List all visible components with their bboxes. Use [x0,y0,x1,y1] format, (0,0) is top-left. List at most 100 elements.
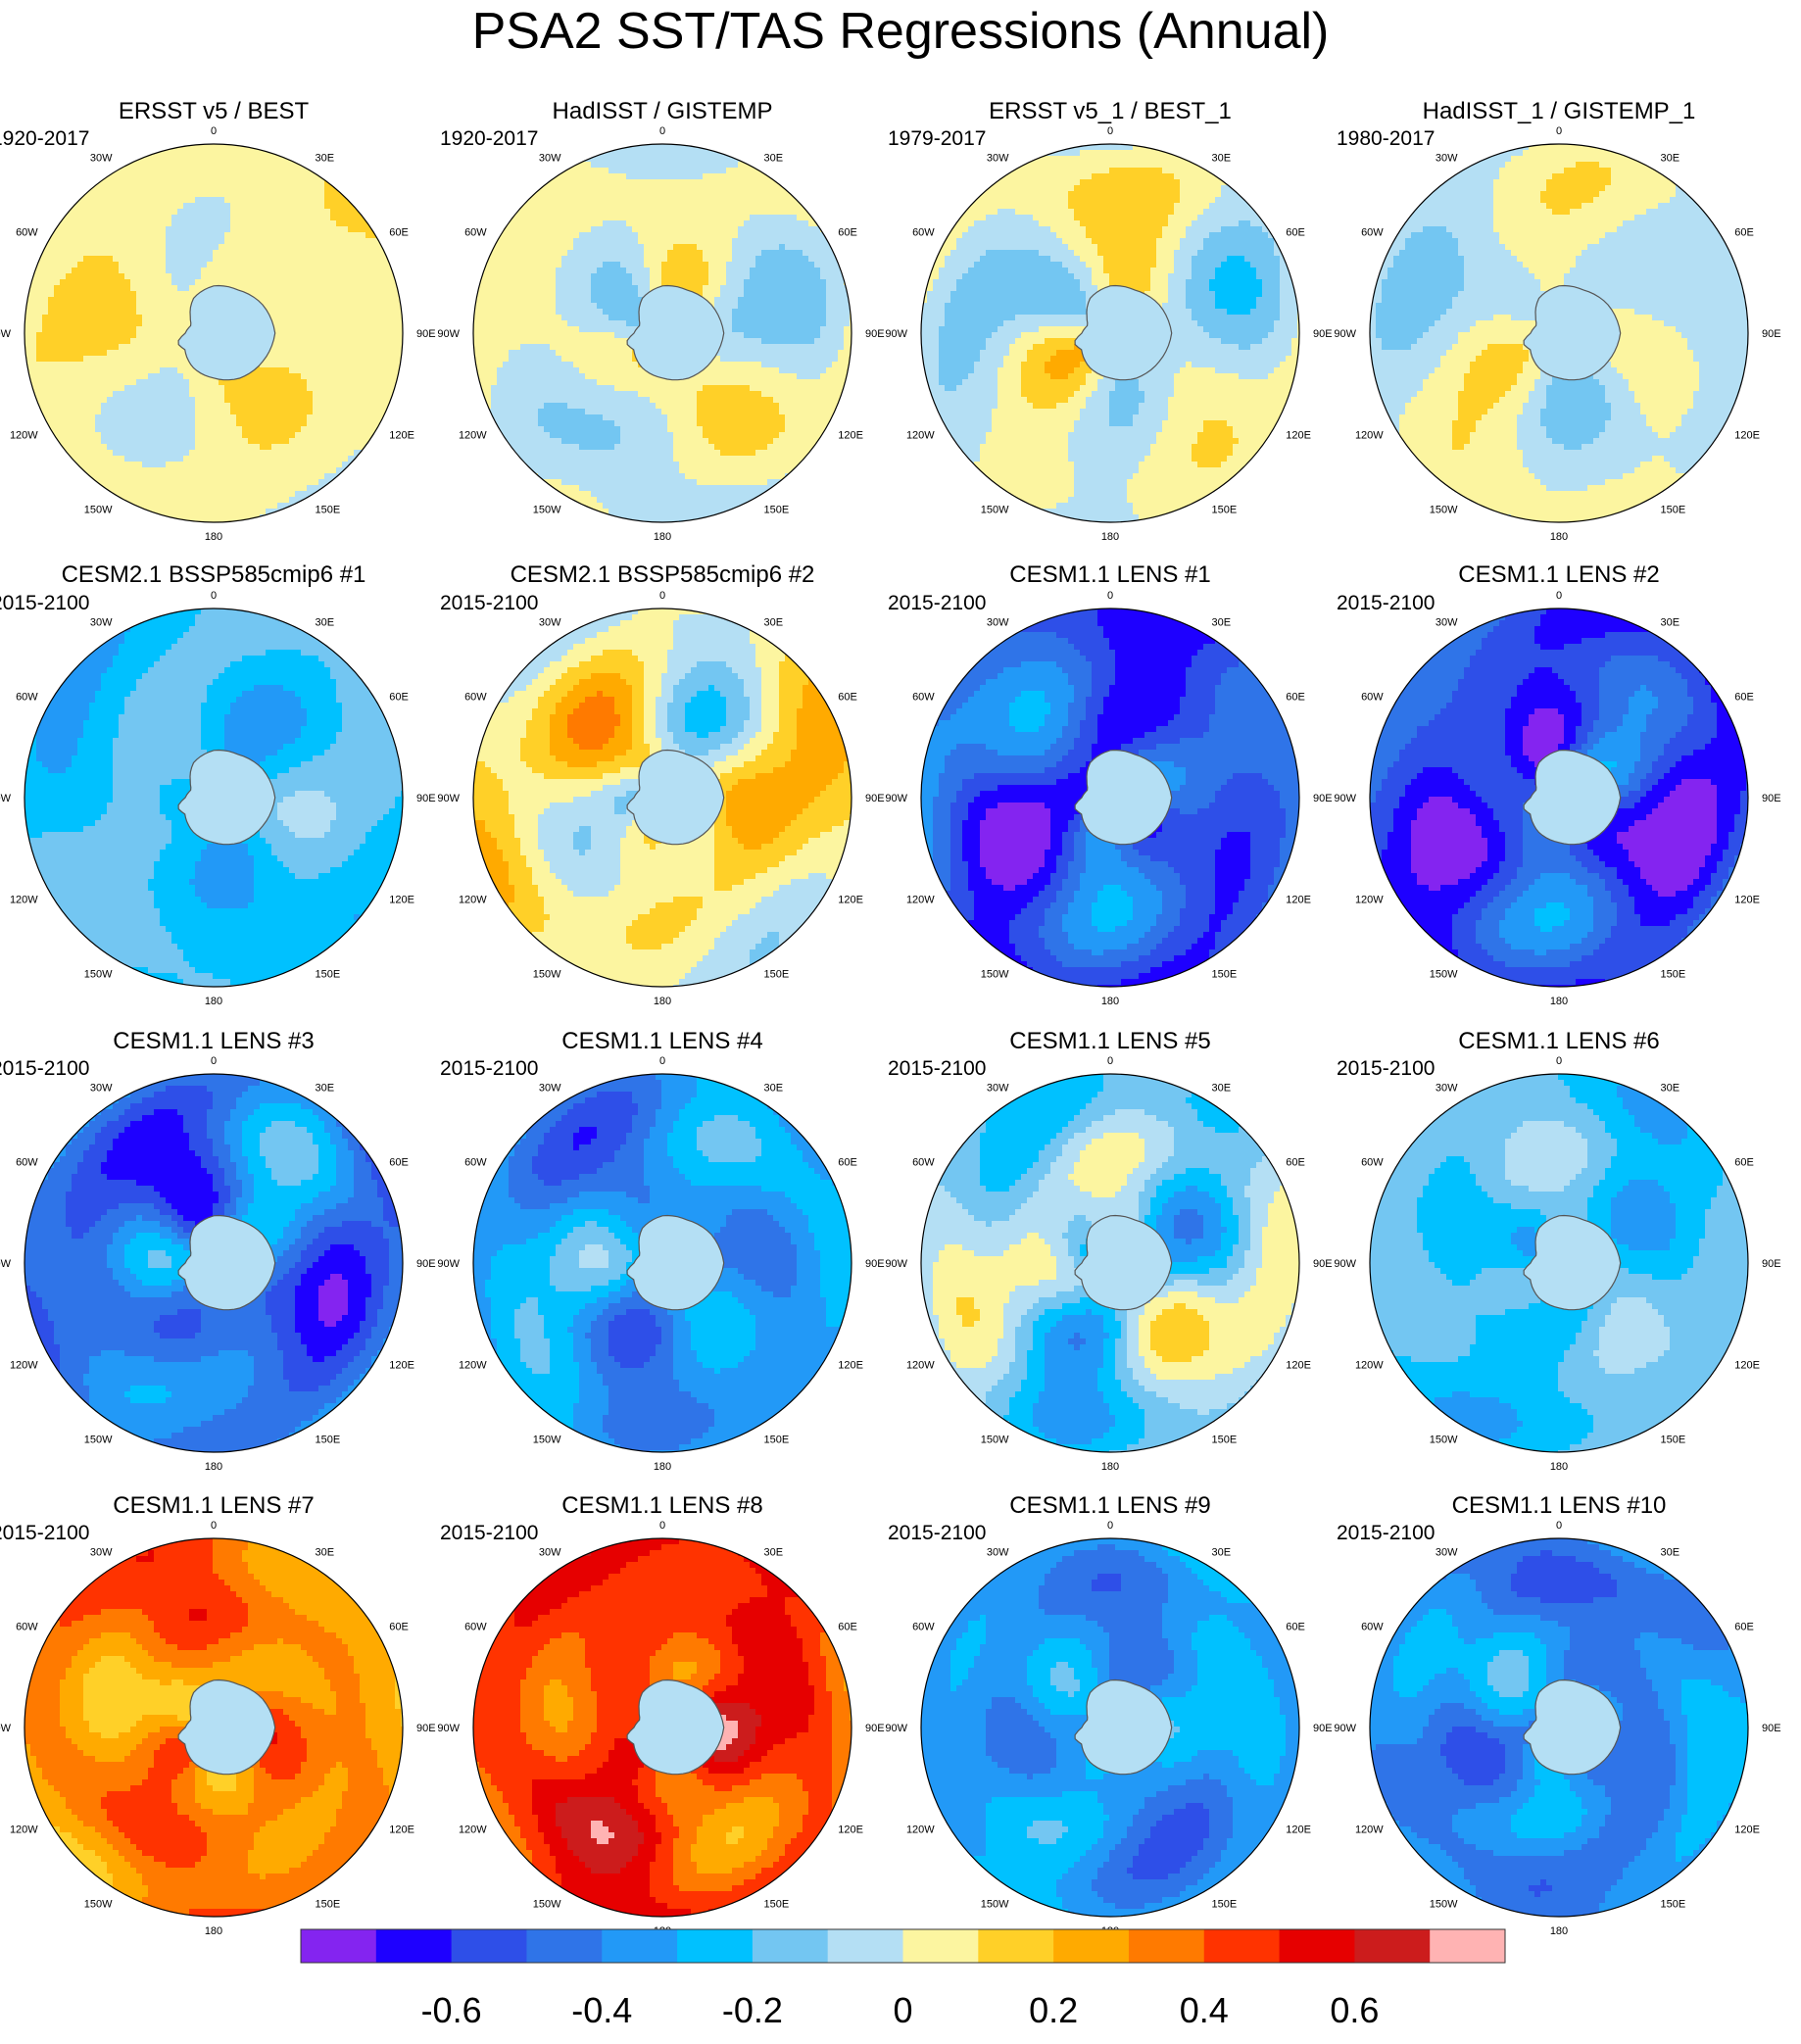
colorbar-swatch [526,1929,603,1963]
longitude-label: 120W [1355,1825,1384,1836]
longitude-label: 60W [1361,227,1384,239]
longitude-label: 60E [838,692,857,704]
period-label: 1920-2017 [0,127,89,150]
longitude-label: 120E [1286,430,1311,442]
longitude-label: 60W [16,692,38,704]
longitude-label: 90E [1762,793,1781,804]
longitude-label: 90W [1334,793,1356,804]
colorbar-tick-label: -0.6 [421,1990,482,2030]
longitude-label: 150W [981,1898,1009,1910]
longitude-label: 30E [316,1547,335,1559]
antarctica-outline [177,1679,276,1776]
colorbar-tick-label: -0.2 [722,1990,783,2030]
colorbar-swatch [602,1929,678,1963]
longitude-label: 180 [1550,1461,1568,1473]
longitude-label: 30W [539,1547,561,1559]
colorbar-swatch [1354,1929,1431,1963]
map-border [1369,143,1749,523]
colorbar-swatch [1053,1929,1130,1963]
longitude-label: 150E [316,1434,341,1445]
longitude-label: 90W [437,1723,460,1734]
antarctica-outline [626,1679,725,1776]
longitude-label: 90E [1313,793,1333,804]
longitude-label: 180 [205,1925,222,1937]
map-border [920,1073,1300,1453]
longitude-label: 60W [16,1157,38,1169]
longitude-label: 90W [1334,328,1356,340]
period-label: 2015-2100 [1337,1057,1435,1080]
longitude-label: 150E [1212,504,1238,515]
panel-title: CESM1.1 LENS #8 [561,1492,762,1519]
longitude-label: 90W [0,328,12,340]
panel-title: CESM1.1 LENS #6 [1458,1028,1659,1054]
longitude-label: 150W [84,968,113,980]
period-label: 2015-2100 [888,1057,986,1080]
longitude-label: 0 [659,590,665,602]
figure-title: PSA2 SST/TAS Regressions (Annual) [0,2,1801,61]
colorbar-swatch [902,1929,979,1963]
panel-title: CESM1.1 LENS #7 [113,1492,314,1519]
longitude-label: 90E [416,328,436,340]
map-border [920,1537,1300,1918]
antarctica-outline [626,1214,725,1311]
map-border [472,1537,852,1918]
period-label: 2015-2100 [1337,592,1435,614]
longitude-label: 120E [1286,895,1311,906]
map-border [472,143,852,523]
longitude-label: 60W [464,227,487,239]
longitude-label: 60E [1286,1622,1305,1633]
period-label: 2015-2100 [440,1522,538,1544]
longitude-label: 150E [1661,1898,1686,1910]
longitude-label: 30E [1212,617,1232,629]
longitude-label: 180 [1550,531,1568,543]
longitude-label: 60E [838,1622,857,1633]
longitude-label: 90W [0,1258,12,1270]
longitude-label: 120W [906,1360,935,1372]
longitude-label: 0 [659,125,665,137]
longitude-label: 60E [389,1157,409,1169]
colorbar-swatch [1279,1929,1355,1963]
longitude-label: 0 [1107,125,1113,137]
longitude-label: 60E [1734,692,1754,704]
longitude-label: 150E [764,1898,790,1910]
longitude-label: 30W [1436,1083,1458,1095]
longitude-label: 90E [865,328,885,340]
longitude-label: 90E [416,1258,436,1270]
map-border [1369,1073,1749,1453]
longitude-label: 120W [906,895,935,906]
longitude-label: 90W [885,328,907,340]
longitude-label: 120W [906,430,935,442]
longitude-label: 90E [865,793,885,804]
longitude-label: 90W [437,793,460,804]
longitude-label: 30E [764,1547,784,1559]
longitude-label: 120W [1355,895,1384,906]
regression-field [921,1074,1299,1452]
longitude-label: 30W [539,1083,561,1095]
longitude-label: 90W [437,328,460,340]
longitude-label: 60W [16,227,38,239]
longitude-label: 0 [659,1055,665,1067]
longitude-label: 60W [16,1622,38,1633]
panel-title: CESM1.1 LENS #9 [1009,1492,1210,1519]
map-panel: CESM2.1 BSSP585cmip6 #1 2015-2100 0 30E 60E 9… [0,561,436,1007]
longitude-label: 30E [1661,1083,1680,1095]
longitude-label: 60W [464,692,487,704]
longitude-label: 120E [1734,1360,1760,1372]
panel-title: CESM1.1 LENS #4 [561,1028,762,1054]
longitude-label: 60W [464,1157,487,1169]
longitude-label: 90W [885,1723,907,1734]
longitude-label: 90E [1762,328,1781,340]
panel-title: ERSST v5 / BEST [119,98,310,124]
longitude-label: 180 [205,996,222,1007]
longitude-label: 60E [838,227,857,239]
longitude-label: 30W [90,153,113,165]
longitude-label: 60E [838,1157,857,1169]
longitude-label: 150E [316,1898,341,1910]
longitude-label: 30W [987,1083,1009,1095]
longitude-label: 90W [0,1723,12,1734]
panel-title: CESM1.1 LENS #10 [1452,1492,1667,1519]
map-border [24,1073,404,1453]
longitude-label: 180 [1101,1461,1119,1473]
